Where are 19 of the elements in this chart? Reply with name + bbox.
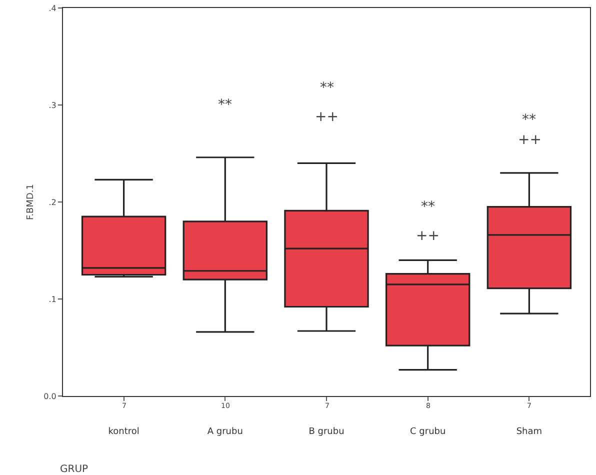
y-tick-label: .4 [48, 4, 56, 13]
annotation: ** [320, 80, 334, 96]
x-tick-label: C grubu [410, 426, 446, 437]
y-tick-label: .1 [48, 294, 56, 304]
y-tick-label: 0.0 [44, 392, 56, 401]
y-tick-label: .2 [48, 198, 56, 207]
x-tick-label: B grubu [308, 426, 344, 437]
y-tick-label: .3 [48, 100, 56, 110]
annotation: ** [421, 199, 435, 215]
x-axis-title: GRUP [60, 464, 88, 475]
x-tick-label: Sham [516, 426, 542, 437]
y-axis-title: F.BMD.1 [26, 184, 36, 220]
x-tick-label: kontrol [108, 426, 140, 437]
x-tick-label: A grubu [207, 426, 243, 437]
annotation: ** [218, 97, 232, 113]
annotation: ++ [518, 132, 542, 148]
annotation: ** [522, 112, 536, 128]
annotation: ++ [416, 228, 440, 244]
annotation: ++ [315, 109, 338, 125]
